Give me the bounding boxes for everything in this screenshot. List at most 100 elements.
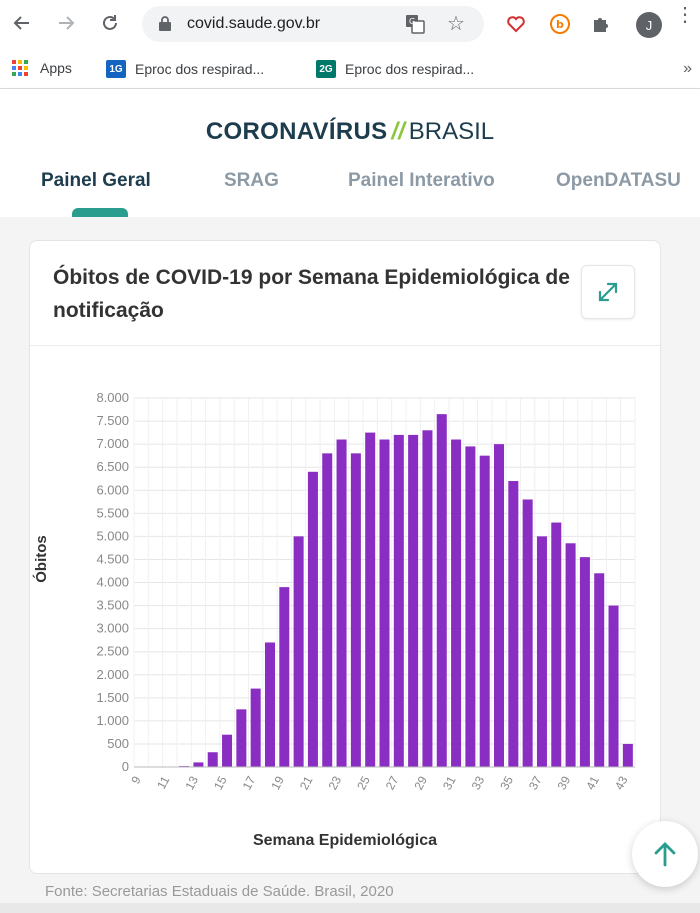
bookmarks-bar: Apps 1G Eproc dos respirad... 2G Eproc d… <box>0 52 700 89</box>
bar-week-22 <box>322 453 333 767</box>
x-tick-label: 21 <box>297 774 316 793</box>
expand-icon <box>598 282 618 302</box>
bar-week-35 <box>508 481 519 767</box>
bar-week-20 <box>293 536 304 767</box>
bar-week-29 <box>422 430 433 767</box>
y-tick-label: 3.000 <box>96 621 129 636</box>
x-tick-label: 31 <box>440 774 459 793</box>
more-vert-icon[interactable]: ⋮ <box>675 4 695 26</box>
extensions-puzzle-icon[interactable] <box>590 13 612 35</box>
taskbar-strip <box>0 903 700 913</box>
back-arrow-icon[interactable] <box>9 10 35 36</box>
bookmark-label: Eproc dos respirad... <box>135 61 265 77</box>
x-tick-label: 13 <box>182 774 201 793</box>
y-axis-title: Óbitos <box>32 535 50 583</box>
y-tick-label: 4.500 <box>96 551 129 566</box>
bar-week-24 <box>350 453 361 767</box>
y-tick-label: 3.500 <box>96 598 129 613</box>
card-title: Óbitos de COVID-19 por Semana Epidemioló… <box>53 266 570 322</box>
site-logo[interactable]: CORONAVÍRUS//BRASIL <box>0 118 700 146</box>
x-tick-label: 27 <box>383 774 402 793</box>
y-tick-label: 0 <box>122 759 129 774</box>
bar-week-14 <box>207 752 218 767</box>
y-tick-label: 5.500 <box>96 505 129 520</box>
bar-week-15 <box>222 734 233 767</box>
arrow-up-icon <box>654 842 676 867</box>
x-tick-label: 43 <box>612 774 631 793</box>
y-tick-label: 6.500 <box>96 459 129 474</box>
bar-week-42 <box>608 605 619 767</box>
bar-week-28 <box>408 434 419 767</box>
chart-card: Óbitos de COVID-19 por Semana Epidemioló… <box>29 240 661 874</box>
browser-toolbar: covid.saude.gov.br G ☆ b J ⋮ <box>0 0 700 52</box>
tab-opendatasus[interactable]: OpenDATASU <box>556 170 681 191</box>
reload-icon[interactable] <box>97 10 123 36</box>
x-tick-label: 39 <box>555 774 574 793</box>
address-bar[interactable]: covid.saude.gov.br G ☆ <box>142 6 484 42</box>
bar-week-31 <box>451 439 462 767</box>
star-icon[interactable]: ☆ <box>447 13 465 35</box>
y-tick-label: 1.500 <box>96 690 129 705</box>
tab-srag[interactable]: SRAG <box>224 170 279 191</box>
bar-week-19 <box>279 587 290 767</box>
scroll-to-top-button[interactable] <box>632 821 698 887</box>
brand-main: CORONAVÍRUS <box>205 118 388 145</box>
y-tick-label: 8.000 <box>96 390 129 405</box>
tab-painel-interativo[interactable]: Painel Interativo <box>348 170 495 191</box>
bar-week-13 <box>193 762 204 767</box>
y-tick-label: 5.000 <box>96 528 129 543</box>
forward-arrow-icon[interactable] <box>53 10 79 36</box>
bar-week-32 <box>465 446 476 767</box>
translate-icon[interactable]: G <box>405 14 425 34</box>
svg-text:G: G <box>409 17 415 26</box>
x-tick-label: 41 <box>583 774 602 793</box>
bar-chart: 0 500 1.000 1.500 2.000 2.500 3.000 3.500 4.000 4… <box>32 390 636 849</box>
bar-week-30 <box>436 414 447 767</box>
bar-week-25 <box>365 432 376 767</box>
bar-week-18 <box>264 642 275 767</box>
extension-b-icon[interactable]: b <box>549 13 571 35</box>
bar-week-21 <box>307 471 318 767</box>
bar-week-27 <box>393 434 404 767</box>
site-header: CORONAVÍRUS//BRASIL Painel Geral SRAG Pa… <box>0 89 700 217</box>
y-tick-label: 7.500 <box>96 413 129 428</box>
bar-week-16 <box>236 709 247 767</box>
x-tick-label: 15 <box>211 774 230 793</box>
y-tick-label: 2.500 <box>96 644 129 659</box>
brand-separator: // <box>391 118 405 145</box>
y-tick-label: 7.000 <box>96 436 129 451</box>
bookmark-label: Eproc dos respirad... <box>345 61 475 77</box>
y-tick-label: 500 <box>107 736 129 751</box>
source-note: Fonte: Secretarias Estaduais de Saúde. B… <box>45 883 394 900</box>
card-divider <box>30 345 660 346</box>
x-tick-label: 9 <box>128 774 144 787</box>
more-bookmarks-icon[interactable]: » <box>683 60 692 77</box>
x-tick-label: 37 <box>526 774 545 793</box>
brand-sub: BRASIL <box>408 118 495 145</box>
bar-week-43 <box>622 743 633 767</box>
x-tick-label: 33 <box>469 774 488 793</box>
bookmark-eproc-2g[interactable]: 2G Eproc dos respirad... <box>316 60 474 78</box>
x-tick-label: 35 <box>497 774 516 793</box>
bar-week-17 <box>250 688 261 767</box>
eproc-1g-icon: 1G <box>106 60 126 78</box>
eproc-2g-icon: 2G <box>316 60 336 78</box>
profile-avatar[interactable]: J <box>636 12 662 38</box>
bar-week-36 <box>522 499 533 767</box>
x-tick-label: 17 <box>240 774 259 793</box>
bar-week-40 <box>579 557 590 767</box>
tab-painel-geral[interactable]: Painel Geral <box>41 170 151 191</box>
extension-heart-icon[interactable] <box>505 13 527 35</box>
y-tick-label: 1.000 <box>96 713 129 728</box>
bar-week-34 <box>494 444 505 767</box>
bookmark-eproc-1g[interactable]: 1G Eproc dos respirad... <box>106 60 264 78</box>
url-text[interactable]: covid.saude.gov.br <box>187 15 321 32</box>
x-axis-title: Semana Epidemiológica <box>253 832 437 849</box>
lock-icon <box>158 15 172 37</box>
y-tick-label: 2.000 <box>96 667 129 682</box>
bar-week-39 <box>565 543 576 767</box>
bar-week-33 <box>479 455 490 767</box>
y-tick-label: 4.000 <box>96 575 129 590</box>
expand-button[interactable] <box>581 265 635 319</box>
bookmark-apps[interactable]: Apps <box>12 60 72 76</box>
